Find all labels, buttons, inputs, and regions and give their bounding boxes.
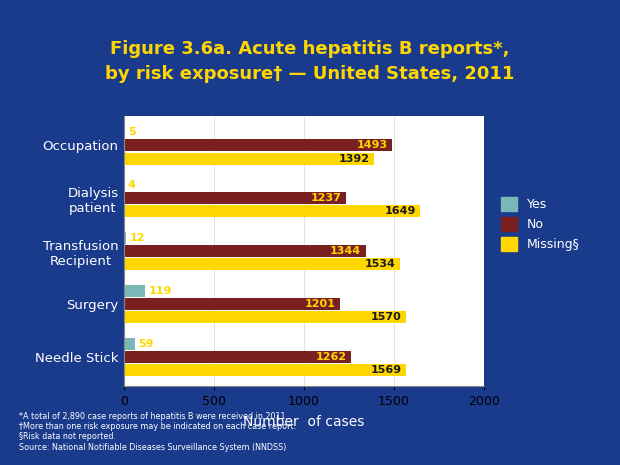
Text: 5: 5 (128, 127, 136, 137)
Text: 1493: 1493 (357, 140, 388, 150)
Bar (124, 179, 125, 191)
Text: 119: 119 (149, 286, 172, 296)
Bar (124, 206, 420, 217)
Text: 1570: 1570 (371, 312, 402, 322)
X-axis label: Number  of cases: Number of cases (243, 415, 365, 429)
Bar (124, 245, 366, 257)
Bar (124, 192, 347, 204)
Text: 1392: 1392 (339, 153, 370, 164)
Text: *A total of 2,890 case reports of hepatitis B were received in 2011.
†More than : *A total of 2,890 case reports of hepati… (19, 412, 296, 452)
Bar (124, 259, 400, 270)
Text: 1344: 1344 (330, 246, 361, 256)
Bar (124, 285, 146, 297)
Text: 1534: 1534 (365, 259, 396, 269)
Text: 4: 4 (128, 180, 136, 190)
Text: 1569: 1569 (371, 365, 402, 375)
Bar (124, 232, 126, 244)
Bar (124, 298, 340, 310)
Legend: Yes, No, Missing§: Yes, No, Missing§ (500, 197, 580, 252)
Text: by risk exposure† — United States, 2011: by risk exposure† — United States, 2011 (105, 66, 515, 83)
Text: 59: 59 (138, 339, 153, 349)
Text: 1649: 1649 (384, 206, 416, 216)
Bar (124, 140, 392, 151)
Text: 1237: 1237 (311, 193, 342, 203)
Bar (124, 126, 125, 138)
Bar (124, 153, 374, 165)
Text: 1262: 1262 (316, 352, 347, 362)
Bar (124, 311, 406, 323)
Bar (124, 351, 351, 363)
Bar (124, 364, 406, 376)
Text: Figure 3.6a. Acute hepatitis B reports*,: Figure 3.6a. Acute hepatitis B reports*, (110, 40, 510, 58)
Text: 1201: 1201 (304, 299, 335, 309)
Text: 12: 12 (130, 233, 145, 243)
Bar (124, 338, 135, 350)
